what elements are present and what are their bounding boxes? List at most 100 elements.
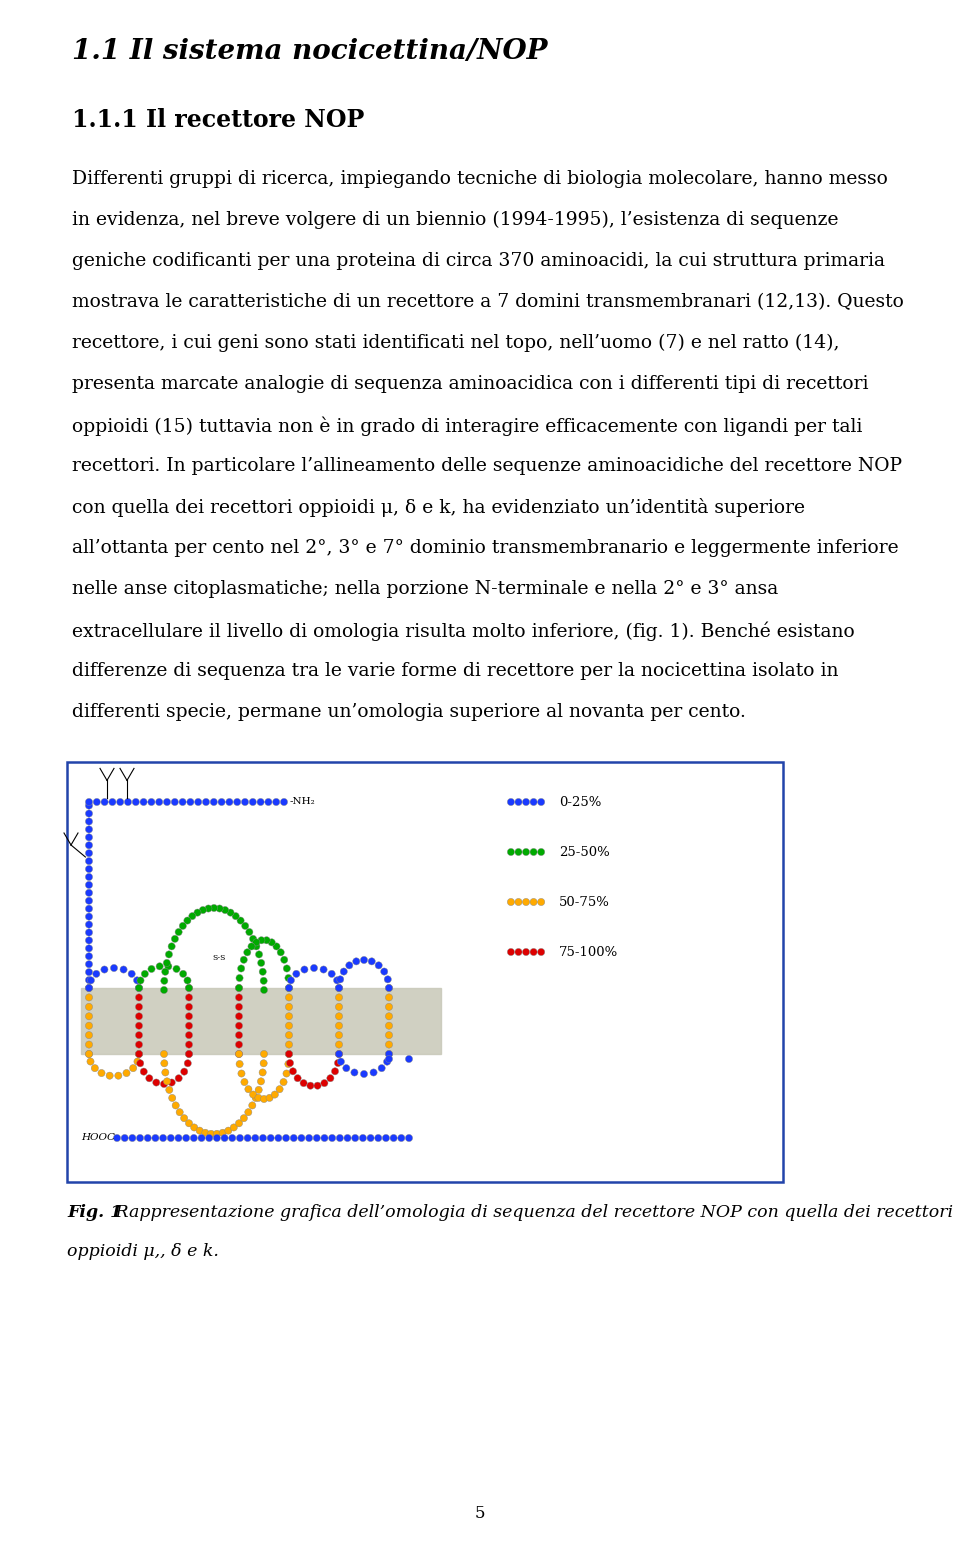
Circle shape xyxy=(273,798,279,806)
Circle shape xyxy=(241,798,249,806)
Circle shape xyxy=(236,1134,244,1142)
Circle shape xyxy=(213,1130,221,1137)
Circle shape xyxy=(383,1059,391,1065)
Circle shape xyxy=(175,1134,182,1142)
Text: con quella dei recettori oppioidi μ, δ e k, ha evidenziato un’identità superiore: con quella dei recettori oppioidi μ, δ e… xyxy=(72,498,805,516)
Circle shape xyxy=(222,906,228,914)
Circle shape xyxy=(289,1068,297,1076)
Circle shape xyxy=(235,1012,243,1020)
Circle shape xyxy=(285,1051,293,1057)
Circle shape xyxy=(230,1123,237,1131)
Circle shape xyxy=(359,1134,367,1142)
Circle shape xyxy=(153,1079,160,1086)
Circle shape xyxy=(286,1059,294,1066)
Circle shape xyxy=(202,1130,209,1136)
Circle shape xyxy=(285,1031,293,1039)
Circle shape xyxy=(337,975,344,983)
Circle shape xyxy=(85,897,92,905)
Circle shape xyxy=(85,922,92,928)
Circle shape xyxy=(530,849,538,855)
Circle shape xyxy=(87,1059,94,1065)
Text: differenti specie, permane un’omologia superiore al novanta per cento.: differenti specie, permane un’omologia s… xyxy=(72,703,746,721)
Circle shape xyxy=(285,994,293,1002)
Circle shape xyxy=(85,912,92,920)
Circle shape xyxy=(163,960,171,966)
Circle shape xyxy=(180,971,187,977)
Circle shape xyxy=(185,985,193,991)
Circle shape xyxy=(85,1031,92,1039)
Circle shape xyxy=(191,1123,198,1131)
Circle shape xyxy=(285,985,293,991)
Circle shape xyxy=(522,948,530,955)
Circle shape xyxy=(272,1091,278,1099)
Circle shape xyxy=(285,974,292,982)
Circle shape xyxy=(538,798,544,806)
Circle shape xyxy=(335,1042,343,1048)
Circle shape xyxy=(85,857,92,865)
Circle shape xyxy=(328,1134,336,1142)
Circle shape xyxy=(340,968,348,975)
Circle shape xyxy=(135,985,143,991)
Circle shape xyxy=(87,977,94,985)
Circle shape xyxy=(257,960,265,966)
Circle shape xyxy=(335,994,343,1002)
Circle shape xyxy=(530,798,538,806)
Circle shape xyxy=(227,909,234,917)
Circle shape xyxy=(515,898,522,906)
Circle shape xyxy=(165,963,172,969)
Circle shape xyxy=(185,1031,193,1039)
Circle shape xyxy=(530,898,538,906)
Circle shape xyxy=(282,1134,290,1142)
Circle shape xyxy=(249,1102,256,1110)
Circle shape xyxy=(185,994,193,1002)
Circle shape xyxy=(135,1012,143,1020)
FancyBboxPatch shape xyxy=(67,761,783,1182)
Circle shape xyxy=(522,798,530,806)
Circle shape xyxy=(185,1003,193,1011)
Text: extracellulare il livello di omologia risulta molto inferiore, (fig. 1). Benché : extracellulare il livello di omologia ri… xyxy=(72,621,854,641)
Circle shape xyxy=(385,1012,393,1020)
Circle shape xyxy=(101,966,108,972)
Circle shape xyxy=(135,994,143,1002)
Circle shape xyxy=(141,971,149,977)
Circle shape xyxy=(313,1134,321,1142)
Circle shape xyxy=(205,1134,213,1142)
Circle shape xyxy=(331,1068,339,1076)
Text: nelle anse citoplasmatiche; nella porzione N-terminale e nella 2° e 3° ansa: nelle anse citoplasmatiche; nella porzio… xyxy=(72,579,779,598)
Circle shape xyxy=(276,1085,283,1093)
Circle shape xyxy=(337,1059,345,1065)
Circle shape xyxy=(294,1074,301,1082)
Circle shape xyxy=(235,1003,243,1011)
Circle shape xyxy=(335,985,343,991)
Circle shape xyxy=(522,898,530,906)
Circle shape xyxy=(375,962,382,969)
Circle shape xyxy=(85,1051,92,1057)
Circle shape xyxy=(259,968,266,975)
Circle shape xyxy=(250,1091,256,1099)
Circle shape xyxy=(258,937,265,945)
Text: recettore, i cui geni sono stati identificati nel topo, nell’uomo (7) e nel ratt: recettore, i cui geni sono stati identif… xyxy=(72,334,839,353)
Circle shape xyxy=(328,971,335,977)
Circle shape xyxy=(160,986,168,994)
Circle shape xyxy=(85,1042,92,1048)
Circle shape xyxy=(160,977,168,985)
Circle shape xyxy=(160,1080,168,1088)
Circle shape xyxy=(283,965,291,972)
Circle shape xyxy=(133,1059,141,1065)
Circle shape xyxy=(255,1086,262,1094)
Circle shape xyxy=(236,1060,243,1068)
Circle shape xyxy=(538,849,544,855)
Circle shape xyxy=(235,985,243,991)
Circle shape xyxy=(335,985,343,991)
Circle shape xyxy=(255,951,263,959)
Circle shape xyxy=(175,1074,182,1082)
Circle shape xyxy=(385,1056,393,1063)
Circle shape xyxy=(335,1031,343,1039)
Circle shape xyxy=(538,948,544,955)
Circle shape xyxy=(163,798,171,806)
Circle shape xyxy=(169,1094,176,1102)
Circle shape xyxy=(336,1134,344,1142)
Text: mostrava le caratteristiche di un recettore a 7 domini transmembranari (12,13). : mostrava le caratteristiche di un recett… xyxy=(72,293,904,311)
Circle shape xyxy=(287,977,295,985)
Circle shape xyxy=(260,977,267,985)
